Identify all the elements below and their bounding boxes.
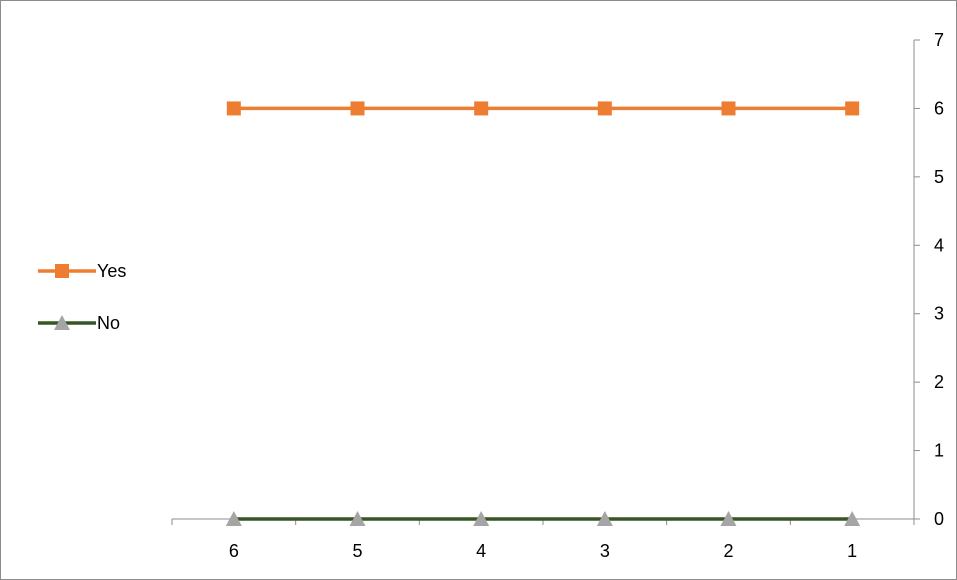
x-tick-label: 3 [600, 541, 610, 561]
x-tick-label: 5 [352, 541, 362, 561]
x-tick-label: 4 [476, 541, 486, 561]
legend-item-yes: Yes [38, 261, 126, 281]
y-tick-label: 7 [934, 30, 944, 50]
data-point [349, 511, 366, 526]
data-point [474, 101, 489, 116]
legend-label: No [97, 313, 120, 333]
data-point [844, 511, 861, 526]
y-tick-label: 0 [934, 509, 944, 529]
series-yes [226, 101, 860, 116]
y-tick-label: 1 [934, 441, 944, 461]
data-point [597, 101, 612, 116]
x-tick-label: 2 [723, 541, 733, 561]
data-point [473, 511, 490, 526]
y-tick-label: 4 [934, 235, 944, 255]
data-point [226, 101, 241, 116]
x-tick-label: 1 [847, 541, 857, 561]
data-point [720, 511, 737, 526]
data-point [596, 511, 613, 526]
data-point [845, 101, 860, 116]
data-point [225, 511, 242, 526]
x-tick-label: 6 [229, 541, 239, 561]
series-layer [225, 101, 861, 526]
legend-label: Yes [97, 261, 126, 281]
y-tick-label: 2 [934, 372, 944, 392]
legend-item-no: No [38, 313, 120, 333]
y-tick-label: 3 [934, 304, 944, 324]
legend-marker [55, 264, 69, 278]
y-tick-label: 5 [934, 167, 944, 187]
data-point [350, 101, 365, 116]
legend: Yes No [38, 261, 126, 333]
x-axis: 6 5 4 3 2 1 [171, 518, 915, 561]
y-tick-label: 6 [934, 98, 944, 118]
data-point [721, 101, 736, 116]
series-no [225, 511, 861, 526]
y-axis: 0 1 2 3 4 5 6 7 [913, 30, 944, 529]
legend-marker [54, 315, 70, 330]
